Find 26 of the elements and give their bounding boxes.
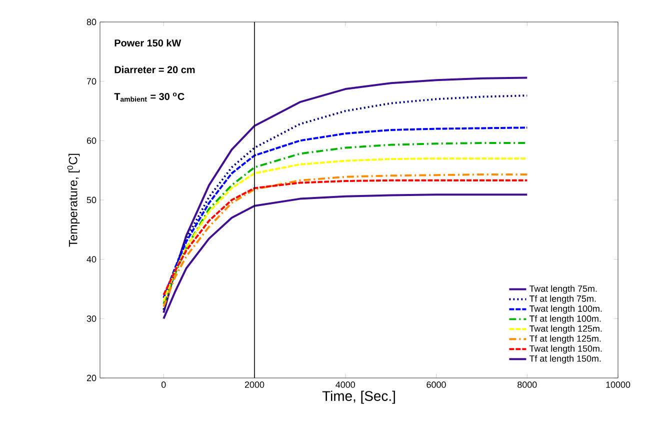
x-tick-label: 6000 <box>426 382 446 388</box>
y-tick-label: 70 <box>86 78 96 84</box>
x-tick-label: 8000 <box>518 382 537 388</box>
y-tick-label: 40 <box>86 256 96 262</box>
legend-label: Tf at length 75m. <box>529 295 596 304</box>
y-tick-label: 30 <box>86 315 96 322</box>
legend-label: Twat length 125m. <box>529 325 602 334</box>
x-tick-label: 0 <box>161 382 166 388</box>
legend-label: Twat length 100m. <box>529 305 602 314</box>
legend-label: Twat length 75m. <box>529 285 597 294</box>
y-axis-title: Temperature, [$^{0}$C] <box>67 154 80 247</box>
legend-label: Twat length 150m. <box>529 345 602 354</box>
x-axis-title: Time, [Sec.] <box>322 390 395 404</box>
legend-label: Tf at length 150m. <box>529 355 601 364</box>
x-tick-label: 10000 <box>606 382 630 388</box>
legend-label: Tf at length 100m. <box>529 315 601 324</box>
x-tick-label: 2000 <box>244 382 264 388</box>
y-tick-label: 80 <box>86 18 96 26</box>
y-tick-label: 20 <box>86 374 96 382</box>
legend-label: Tf at length 125m. <box>529 335 601 344</box>
x-tick-label: 4000 <box>336 382 355 388</box>
annotation: Power 150 kW <box>114 39 182 47</box>
annotation: T$_{ambient}$ = 30 $^{o}$C <box>114 92 184 102</box>
y-tick-label: 50 <box>86 196 96 204</box>
annotation: Diarreter = 20 cm <box>114 66 195 74</box>
y-tick-label: 60 <box>86 137 96 144</box>
